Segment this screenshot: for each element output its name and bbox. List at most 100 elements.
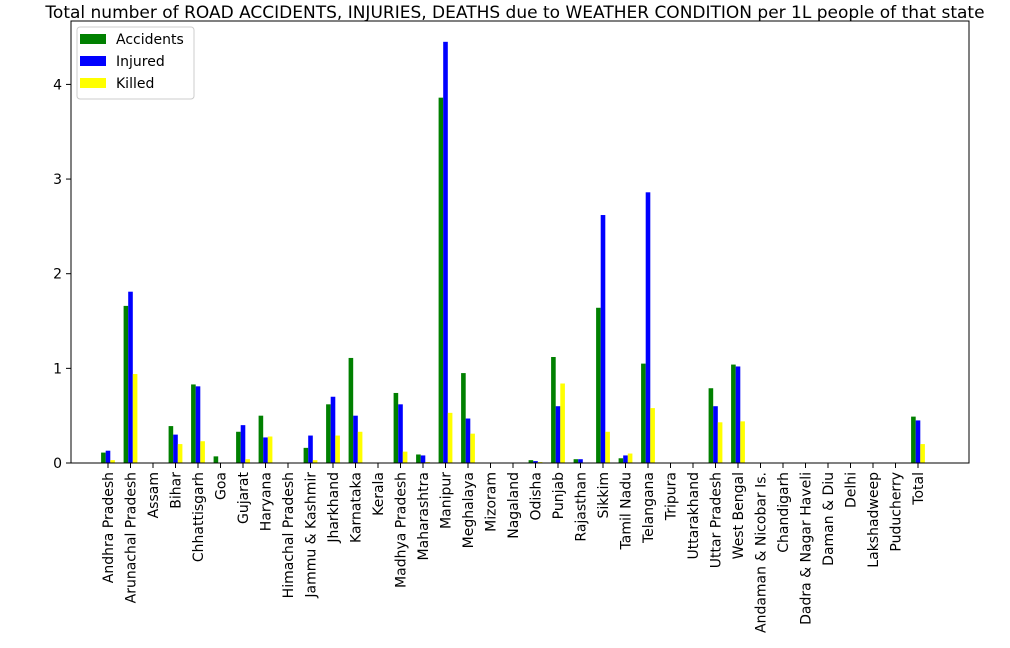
x-tick-label: Meghalaya (461, 472, 477, 548)
x-tick-label: Arunachal Pradesh (124, 472, 140, 603)
bar-accidents-9 (303, 447, 309, 463)
bar-injured-11 (353, 415, 358, 463)
bar-injured-13 (398, 404, 403, 463)
bar-killed-6 (245, 459, 250, 463)
x-tick-label: Maharashtra (416, 472, 432, 560)
x-tick-label: Chandigarh (776, 472, 792, 553)
legend-swatch-accidents (80, 34, 106, 44)
bar-killed-3 (177, 444, 183, 463)
x-tick-label: Himachal Pradesh (281, 472, 297, 598)
legend-swatch-killed (80, 78, 106, 88)
legend-swatch-injured (80, 56, 106, 66)
x-tick-label: Andhra Pradesh (101, 472, 117, 583)
bar-killed-4 (200, 441, 205, 463)
x-tick-label: Sikkim (596, 472, 612, 519)
bar-injured-27 (713, 406, 718, 463)
plot-area-frame (70, 20, 970, 464)
x-tick-label: Punjab (551, 472, 567, 519)
bar-killed-23 (627, 453, 633, 463)
bar-killed-9 (312, 460, 318, 463)
bar-accidents-11 (348, 357, 354, 463)
bar-injured-24 (645, 192, 651, 463)
y-tick-label: 0 (53, 456, 62, 472)
x-tick-label: Delhi (844, 472, 860, 508)
bar-injured-3 (173, 434, 178, 463)
bar-injured-23 (623, 455, 628, 463)
bar-injured-16 (465, 418, 471, 463)
bar-killed-11 (357, 431, 363, 463)
x-tick-label: Odisha (529, 472, 545, 521)
x-tick-label: Assam (146, 472, 162, 518)
x-tick-label: Bihar (169, 472, 185, 509)
bar-killed-16 (470, 433, 475, 463)
bar-accidents-13 (393, 392, 399, 463)
x-tick-label: Jammu & Kashmir (304, 472, 320, 599)
bar-killed-10 (335, 435, 340, 463)
x-tick-label: Rajasthan (574, 472, 590, 542)
bar-accidents-5 (213, 456, 219, 463)
bar-killed-1 (132, 374, 138, 463)
x-tick-label: Kerala (371, 472, 387, 516)
x-tick-label: Andaman & Nicobar Is. (754, 472, 770, 633)
y-tick-label: 2 (53, 267, 62, 283)
x-tick-label: Tamil Nadu (619, 472, 635, 551)
y-tick-label: 1 (53, 361, 62, 377)
bar-accidents-1 (123, 305, 129, 463)
bar-accidents-15 (438, 97, 444, 463)
bar-accidents-7 (258, 415, 264, 463)
bar-accidents-19 (528, 460, 534, 463)
bar-accidents-10 (326, 404, 331, 463)
legend-label-accidents: Accidents (116, 32, 184, 48)
legend-box (76, 26, 195, 100)
bar-killed-27 (717, 422, 723, 463)
x-tick-label: Haryana (259, 472, 275, 531)
bar-killed-24 (650, 408, 655, 463)
y-axis: 0 1 2 3 4 (53, 77, 71, 472)
bar-killed-36 (920, 444, 925, 463)
x-tick-label: Total (911, 472, 927, 506)
x-tick-label: Mizoram (484, 472, 500, 532)
bar-killed-0 (110, 460, 115, 463)
legend-label-injured: Injured (116, 54, 165, 70)
x-tick-label: Chhattisgarh (191, 472, 207, 562)
x-tick-label: Jharkhand (326, 472, 342, 544)
bar-injured-1 (128, 291, 133, 463)
bar-accidents-6 (236, 431, 241, 463)
x-tick-label: Tripura (664, 472, 680, 521)
bar-accidents-20 (551, 357, 556, 463)
x-tick-label: Lakshadweep (866, 472, 882, 568)
bar-injured-21 (578, 459, 583, 463)
x-tick-label: Madhya Pradesh (394, 472, 410, 588)
x-tick-label: Manipur (439, 472, 455, 529)
y-tick-label: 3 (53, 172, 62, 188)
bar-injured-0 (105, 450, 111, 463)
bar-killed-13 (402, 451, 408, 463)
bar-accidents-4 (191, 384, 196, 463)
bar-accidents-22 (596, 307, 601, 463)
bar-accidents-24 (641, 363, 646, 463)
bar-accidents-0 (101, 452, 106, 463)
bar-accidents-36 (911, 416, 916, 463)
x-tick-label: Karnataka (349, 472, 365, 543)
bar-injured-10 (330, 396, 336, 463)
x-tick-label: Daman & Diu (821, 472, 837, 566)
bar-accidents-23 (618, 458, 624, 463)
bar-injured-28 (735, 366, 741, 463)
bar-injured-4 (195, 386, 201, 463)
bar-injured-22 (600, 215, 606, 463)
x-tick-label: Puducherry (889, 472, 905, 552)
bar-injured-36 (915, 420, 921, 463)
bar-accidents-28 (731, 364, 736, 463)
bar-killed-28 (740, 421, 745, 463)
bar-accidents-3 (168, 426, 174, 463)
x-axis: Andhra Pradesh Arunachal Pradesh Assam Biha… (101, 463, 927, 633)
legend-label-killed: Killed (116, 76, 154, 92)
y-tick-label: 4 (53, 77, 62, 93)
bar-killed-22 (605, 431, 610, 463)
bar-injured-15 (443, 41, 448, 463)
bar-accidents-14 (416, 454, 421, 463)
x-tick-label: Telangana (641, 472, 657, 544)
x-tick-label: Uttar Pradesh (709, 472, 725, 568)
bars-group (101, 41, 925, 463)
bar-accidents-16 (461, 373, 466, 463)
